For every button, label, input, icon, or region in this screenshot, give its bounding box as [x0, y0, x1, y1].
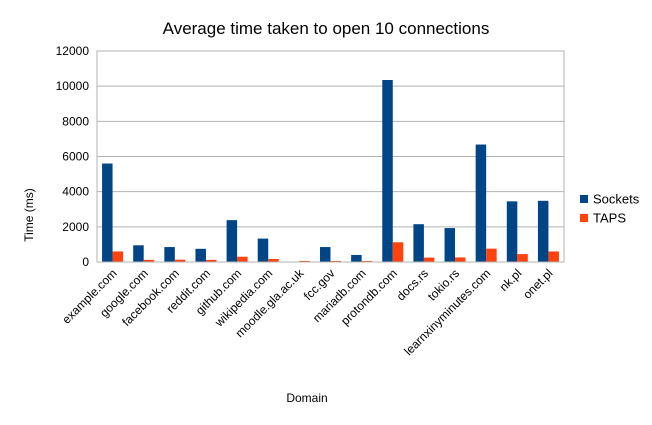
bar-taps-9 [392, 242, 404, 262]
bar-sockets-1 [133, 245, 144, 262]
bar-sockets-8 [351, 254, 362, 262]
bar-sockets-12 [475, 144, 487, 262]
bar-sockets-4 [226, 220, 238, 262]
x-tick-label: onet.pl [520, 266, 555, 301]
bar-taps-14 [548, 251, 559, 262]
bar-taps-13 [517, 254, 528, 262]
legend-label-sockets: Sockets [593, 192, 640, 207]
y-axis-label: Time (ms) [22, 188, 36, 242]
bar-sockets-5 [257, 238, 269, 262]
x-tick-label: docs.rs [394, 266, 431, 303]
bar-sockets-14 [537, 200, 549, 262]
bars [102, 80, 559, 262]
bar-taps-6 [299, 260, 310, 262]
gridlines [97, 85, 564, 228]
x-tick-label: nk.pl [497, 266, 525, 294]
bar-sockets-7 [320, 247, 331, 262]
bar-sockets-10 [413, 224, 424, 262]
x-axis-label: Domain [286, 391, 327, 405]
bar-taps-12 [486, 248, 497, 262]
y-tick-label: 12000 [56, 44, 90, 58]
y-tick-label: 2000 [62, 220, 89, 234]
bar-taps-2 [174, 259, 186, 262]
y-tick-label: 0 [82, 255, 89, 269]
y-tick-labels: 0 2000 4000 6000 8000 10000 12000 [56, 44, 90, 269]
bar-taps-5 [268, 259, 279, 262]
bar-taps-11 [455, 257, 466, 262]
plot-frame [96, 50, 565, 263]
bar-sockets-9 [382, 80, 393, 262]
bar-taps-4 [237, 256, 248, 262]
legend-label-taps: TAPS [593, 211, 626, 226]
y-tick-label: 8000 [62, 114, 89, 128]
bar-sockets-0 [102, 163, 113, 262]
x-tick-labels: example.comgoogle.comfacebook.comreddit.… [59, 266, 555, 359]
bar-sockets-3 [195, 248, 206, 262]
bar-taps-1 [143, 259, 155, 262]
chart-title: Average time taken to open 10 connection… [163, 19, 490, 38]
y-tick-label: 6000 [62, 150, 89, 164]
legend: Sockets TAPS [580, 192, 640, 226]
y-tick-label: 10000 [56, 79, 90, 93]
bar-taps-7 [330, 260, 341, 262]
y-tick-label: 4000 [62, 185, 89, 199]
bar-taps-0 [112, 251, 124, 262]
bar-sockets-11 [444, 228, 456, 262]
bar-taps-8 [361, 260, 373, 262]
bar-taps-10 [423, 257, 435, 262]
bar-sockets-13 [506, 201, 518, 262]
legend-swatch-sockets [580, 195, 588, 203]
legend-swatch-taps [580, 214, 588, 222]
bar-taps-3 [205, 259, 217, 262]
bar-sockets-2 [164, 247, 175, 262]
